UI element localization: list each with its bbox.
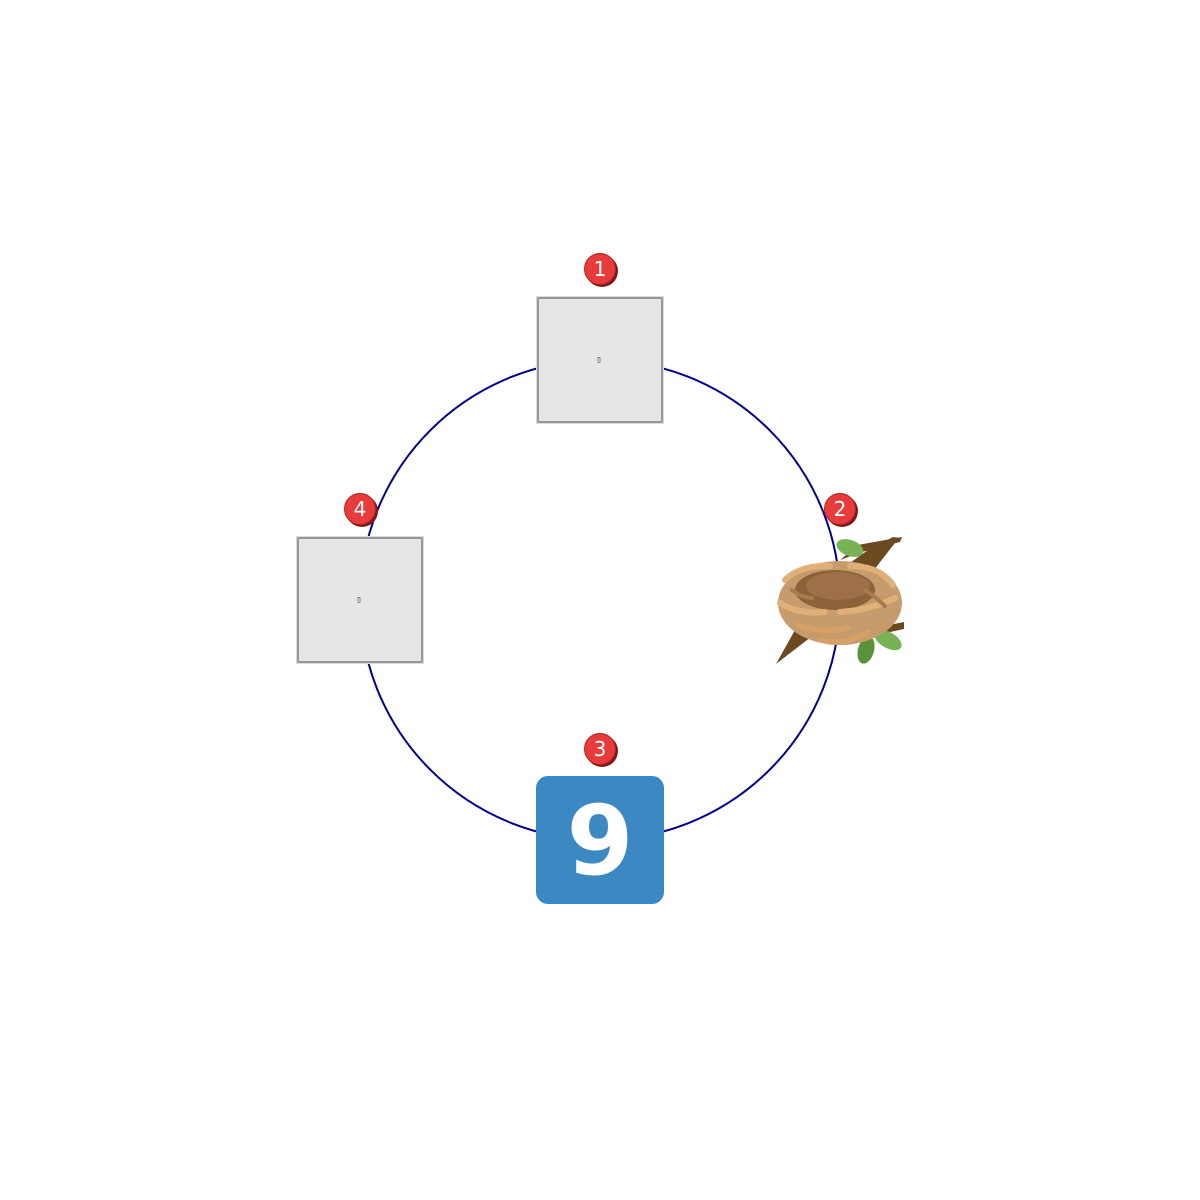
node-1-badge: 1 [584,253,618,287]
badge-number: 4 [354,497,367,521]
straw [782,562,833,583]
leaf [857,636,875,664]
badge-circle [344,493,376,525]
missing-glyph-icon: ▯ [356,595,361,605]
node-4: ▯ [296,536,424,664]
placeholder-box-outline [536,296,664,424]
missing-glyph-icon: ▯ [596,355,601,365]
straw [795,622,851,633]
placeholder-box [297,537,423,663]
nest-icon [776,537,904,664]
node-3: 9 [536,776,664,904]
node-2-badge: 2 [824,493,858,527]
placeholder-box-outline [296,536,424,664]
straw [847,563,896,588]
cycle-ring [359,359,841,841]
nest-inner [806,572,870,600]
straw [777,600,828,616]
node-4-badge: 4 [344,493,378,527]
node-1: ▯ [536,296,664,424]
straw [837,595,898,615]
badge-circle [584,253,616,285]
badge-circle [824,493,856,525]
straw [817,629,871,645]
node-2 [776,537,904,664]
keycap-digit-nine-icon [536,776,664,904]
leaf [874,629,902,651]
badge-circle [584,733,616,765]
straw [863,588,887,608]
node-3-badge: 3 [584,733,618,767]
badge-number: 3 [594,737,607,761]
leaf [836,539,864,557]
keycap-digit: 9 [567,785,634,897]
placeholder-box [537,297,663,423]
badge-number: 2 [834,497,847,521]
badge-number: 1 [594,257,607,281]
straw [790,588,814,600]
